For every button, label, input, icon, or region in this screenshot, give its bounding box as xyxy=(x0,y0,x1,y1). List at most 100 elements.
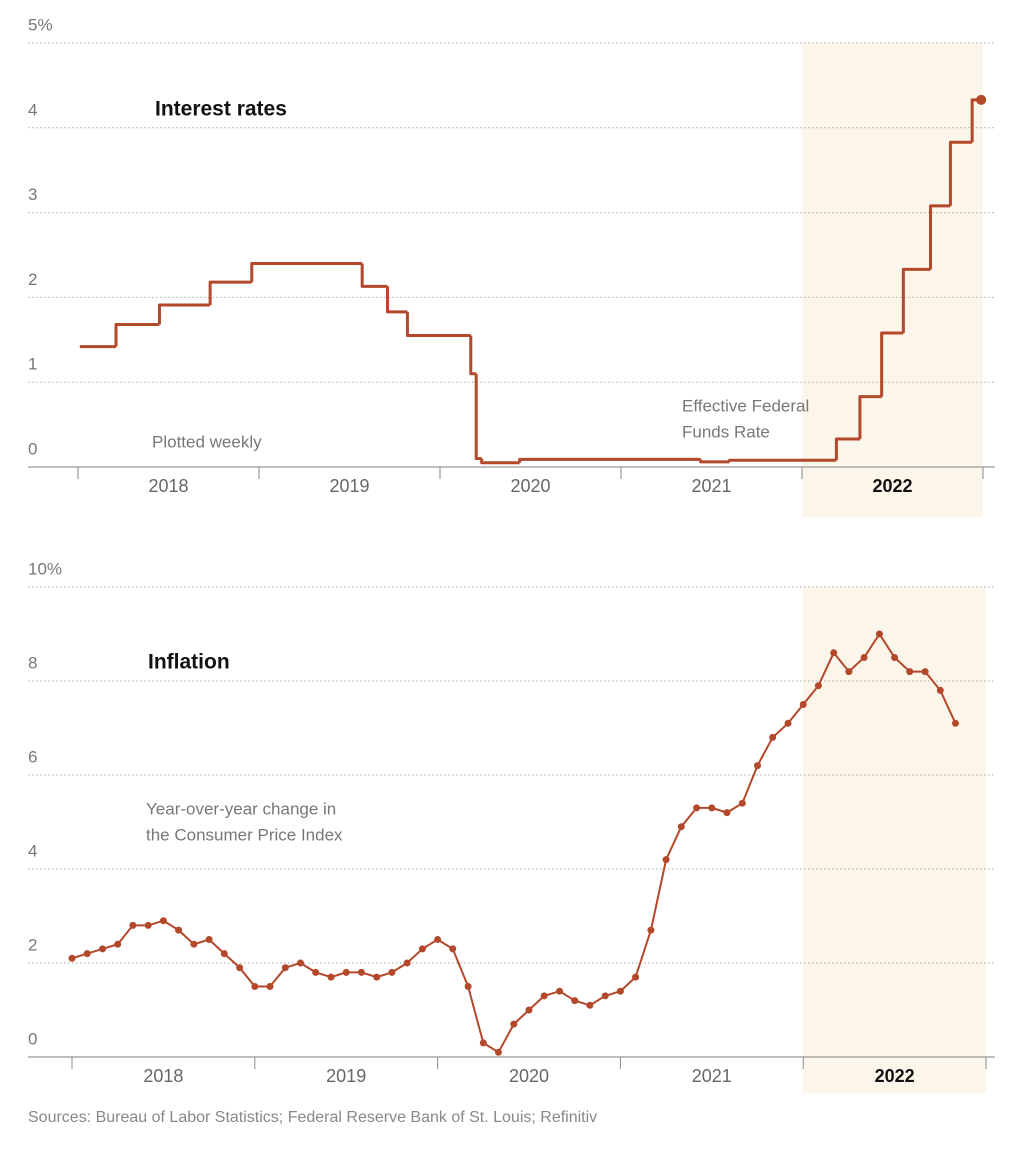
point-marker xyxy=(738,799,746,807)
point-marker xyxy=(205,936,213,943)
y-tick-label: 4 xyxy=(28,100,37,119)
point-marker xyxy=(99,945,107,953)
end-marker xyxy=(976,94,987,105)
step-segment xyxy=(114,323,160,347)
x-tick-label: 2018 xyxy=(148,476,188,496)
step-segment xyxy=(929,204,951,270)
point-marker xyxy=(708,804,716,812)
step-segment xyxy=(901,267,931,334)
point-marker xyxy=(799,701,807,708)
point-marker xyxy=(479,1039,487,1047)
point-marker xyxy=(616,987,624,995)
point-marker xyxy=(327,973,335,981)
point-marker xyxy=(144,921,152,929)
step-segment xyxy=(480,458,520,465)
annotation: Year-over-year change in xyxy=(146,799,336,818)
point-marker xyxy=(845,668,853,676)
y-tick-label: 8 xyxy=(28,653,37,672)
point-marker xyxy=(403,959,411,967)
y-tick-label: 6 xyxy=(28,747,37,766)
point-marker xyxy=(769,733,777,741)
point-marker xyxy=(357,968,365,976)
point-marker xyxy=(784,719,792,727)
step-segment xyxy=(386,286,408,314)
x-tick-label: 2020 xyxy=(509,1066,549,1086)
point-marker xyxy=(373,973,381,981)
x-tick-label: 2020 xyxy=(510,476,550,496)
point-marker xyxy=(266,983,274,990)
point-marker xyxy=(571,997,579,1005)
step-segment xyxy=(405,311,471,338)
step-segment xyxy=(518,457,701,463)
step-segment xyxy=(469,335,477,376)
point-marker xyxy=(556,987,564,995)
point-marker xyxy=(693,804,701,812)
source-note: Sources: Bureau of Labor Statistics; Fed… xyxy=(28,1109,597,1126)
highlight-band xyxy=(803,587,986,1093)
point-marker xyxy=(830,649,838,657)
point-marker xyxy=(83,950,91,958)
step-segment xyxy=(157,303,211,325)
step-segment xyxy=(834,437,860,461)
y-tick-label: 4 xyxy=(28,841,37,860)
point-marker xyxy=(129,921,137,929)
point-marker xyxy=(281,964,289,972)
point-marker xyxy=(464,983,472,990)
step-segment xyxy=(250,261,363,283)
step-segment xyxy=(699,459,730,464)
point-marker xyxy=(951,719,959,727)
point-marker xyxy=(586,1001,594,1009)
step-segment xyxy=(360,263,388,288)
point-marker xyxy=(540,992,548,1000)
y-tick-label: 2 xyxy=(28,270,37,289)
x-tick-label: 2019 xyxy=(329,476,369,496)
y-tick-label: 1 xyxy=(28,355,37,374)
point-marker xyxy=(632,973,640,981)
x-tick-label: 2018 xyxy=(143,1066,183,1086)
point-marker xyxy=(418,945,426,953)
point-marker xyxy=(601,992,609,1000)
y-tick-label: 2 xyxy=(28,935,37,954)
y-tick-label: 5% xyxy=(28,15,53,34)
point-marker xyxy=(891,654,899,661)
point-marker xyxy=(68,954,76,962)
point-marker xyxy=(220,950,228,958)
series-label: Funds Rate xyxy=(682,422,770,441)
point-marker xyxy=(936,686,944,694)
step-segment xyxy=(208,280,252,306)
y-tick-label: 10% xyxy=(28,559,62,578)
annotation: the Consumer Price Index xyxy=(146,825,343,844)
point-marker xyxy=(449,945,457,953)
point-marker xyxy=(190,940,198,948)
step-segment xyxy=(948,140,973,206)
point-marker xyxy=(754,762,761,770)
point-marker xyxy=(921,668,929,676)
point-marker xyxy=(906,668,914,676)
y-tick-label: 3 xyxy=(28,185,37,204)
point-marker xyxy=(875,630,883,638)
point-marker xyxy=(662,856,670,864)
y-tick-label: 0 xyxy=(28,1029,37,1048)
point-marker xyxy=(388,968,396,976)
point-marker xyxy=(814,682,822,690)
point-marker xyxy=(312,968,320,976)
step-segment xyxy=(880,331,904,397)
series-label: Effective Federal xyxy=(682,396,809,415)
point-marker xyxy=(297,959,304,967)
panel-title: Interest rates xyxy=(155,98,287,121)
step-segment xyxy=(858,395,882,440)
point-marker xyxy=(860,654,868,661)
point-marker xyxy=(677,823,685,831)
panel-title: Inflation xyxy=(148,651,230,674)
x-tick-label: 2021 xyxy=(691,476,731,496)
annotation: Plotted weekly xyxy=(152,432,262,451)
step-segment xyxy=(474,373,482,461)
highlight-band xyxy=(802,43,983,517)
point-marker xyxy=(494,1048,502,1056)
point-marker xyxy=(647,926,655,934)
x-tick-label: 2019 xyxy=(326,1066,366,1086)
point-marker xyxy=(159,917,167,925)
step-segment xyxy=(728,458,837,462)
point-marker xyxy=(114,940,122,948)
